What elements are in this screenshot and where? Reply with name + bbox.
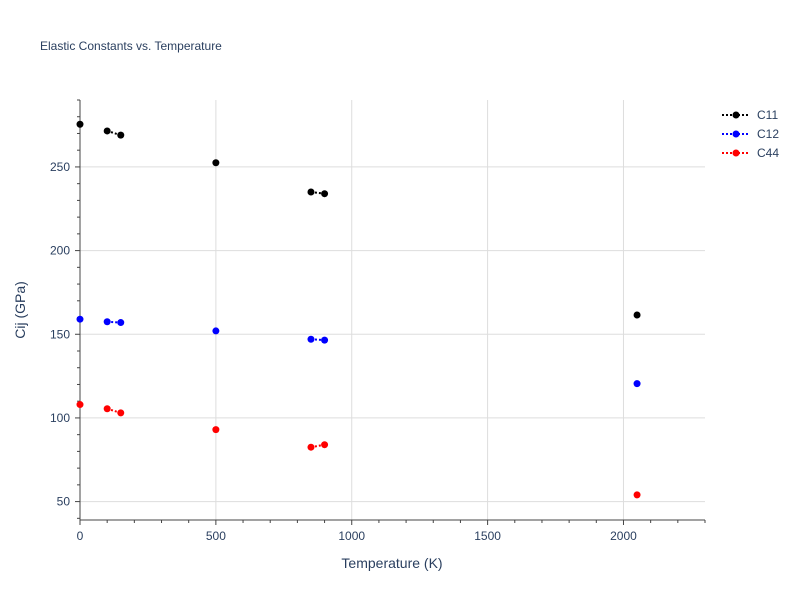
data-point[interactable] [103,318,111,326]
data-point[interactable] [103,405,111,413]
data-point[interactable] [321,441,329,449]
series-c44 [76,401,641,499]
data-point[interactable] [212,426,220,434]
data-point[interactable] [321,190,329,198]
data-point[interactable] [321,336,329,344]
x-tick-label: 500 [206,529,226,543]
data-point[interactable] [212,159,220,167]
data-point[interactable] [307,335,315,343]
data-point[interactable] [212,327,220,335]
data-point[interactable] [76,401,84,409]
legend-marker [732,130,740,138]
x-axis-title: Temperature (K) [341,555,442,571]
x-tick-label: 1500 [474,529,501,543]
y-tick-label: 50 [57,495,71,509]
legend-label: C12 [757,127,779,141]
legend-marker [732,149,740,157]
data-point[interactable] [117,131,125,139]
data-point[interactable] [307,188,315,196]
y-tick-label: 200 [50,244,70,258]
data-point[interactable] [76,315,84,323]
data-point[interactable] [307,443,315,451]
data-point[interactable] [633,491,641,499]
chart-title: Elastic Constants vs. Temperature [40,39,222,53]
data-point[interactable] [633,380,641,388]
axes: 0 500 1000 1500 2000 50 100 150 200 250 [50,99,706,543]
series-c11 [76,120,641,319]
legend-item-c44[interactable]: C44 [722,146,779,160]
x-tick-label: 0 [77,529,84,543]
grid-lines [80,100,705,520]
legend-label: C11 [757,108,778,122]
data-point[interactable] [117,409,125,417]
x-tick-label: 2000 [610,529,637,543]
data-point[interactable] [76,120,84,128]
x-tick-label: 1000 [338,529,365,543]
legend-marker [732,111,740,119]
data-point[interactable] [633,311,641,319]
data-point[interactable] [103,127,111,135]
data-point[interactable] [117,319,125,327]
y-tick-label: 100 [50,411,70,425]
plot-area [76,120,641,499]
legend-item-c11[interactable]: C11 [722,108,778,122]
y-tick-label: 250 [50,160,70,174]
legend[interactable]: C11 C12 C44 [722,108,779,160]
y-axis-title: Cij (GPa) [12,281,28,339]
legend-label: C44 [757,146,779,160]
legend-item-c12[interactable]: C12 [722,127,779,141]
series-c12 [76,315,641,388]
y-tick-label: 150 [50,327,70,341]
